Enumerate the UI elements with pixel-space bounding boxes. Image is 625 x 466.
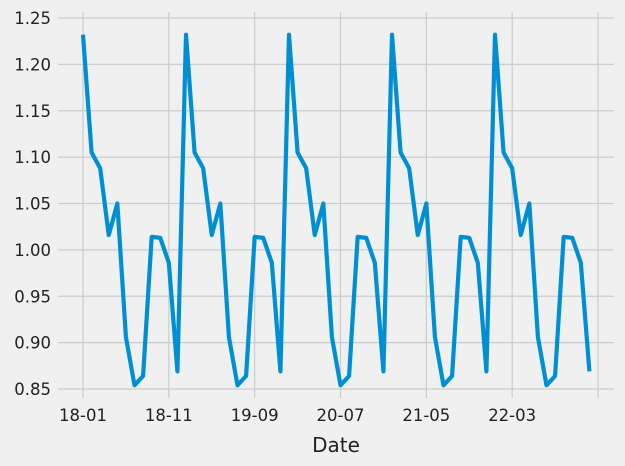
x-tick-label: 22-03 — [488, 406, 536, 425]
x-tick-label: 18-11 — [145, 406, 193, 425]
series-layer — [80, 32, 592, 388]
x-tick-label: 20-07 — [317, 406, 365, 425]
y-tick-label: 1.00 — [14, 241, 51, 260]
y-tick-label: 1.10 — [14, 148, 51, 167]
y-tick-label: 1.25 — [14, 9, 51, 28]
x-tick-label: 21-05 — [402, 406, 450, 425]
y-tick-label: 0.85 — [14, 380, 51, 399]
y-tick-label: 1.05 — [14, 195, 51, 214]
x-tick-label: 18-01 — [59, 406, 107, 425]
series-line — [80, 32, 592, 388]
y-axis-ticks: 0.85 0.90 0.95 1.00 1.05 1.10 1.15 1.20 1.25 — [14, 9, 51, 399]
y-tick-label: 1.20 — [14, 55, 51, 74]
y-tick-label: 1.15 — [14, 102, 51, 121]
x-axis-ticks: 18-01 18-11 19-09 20-07 21-05 22-03 — [59, 406, 536, 425]
y-tick-label: 0.95 — [14, 287, 51, 306]
y-tick-label: 0.90 — [14, 334, 51, 353]
x-axis-title: Date — [312, 433, 360, 457]
x-tick-label: 19-09 — [231, 406, 279, 425]
